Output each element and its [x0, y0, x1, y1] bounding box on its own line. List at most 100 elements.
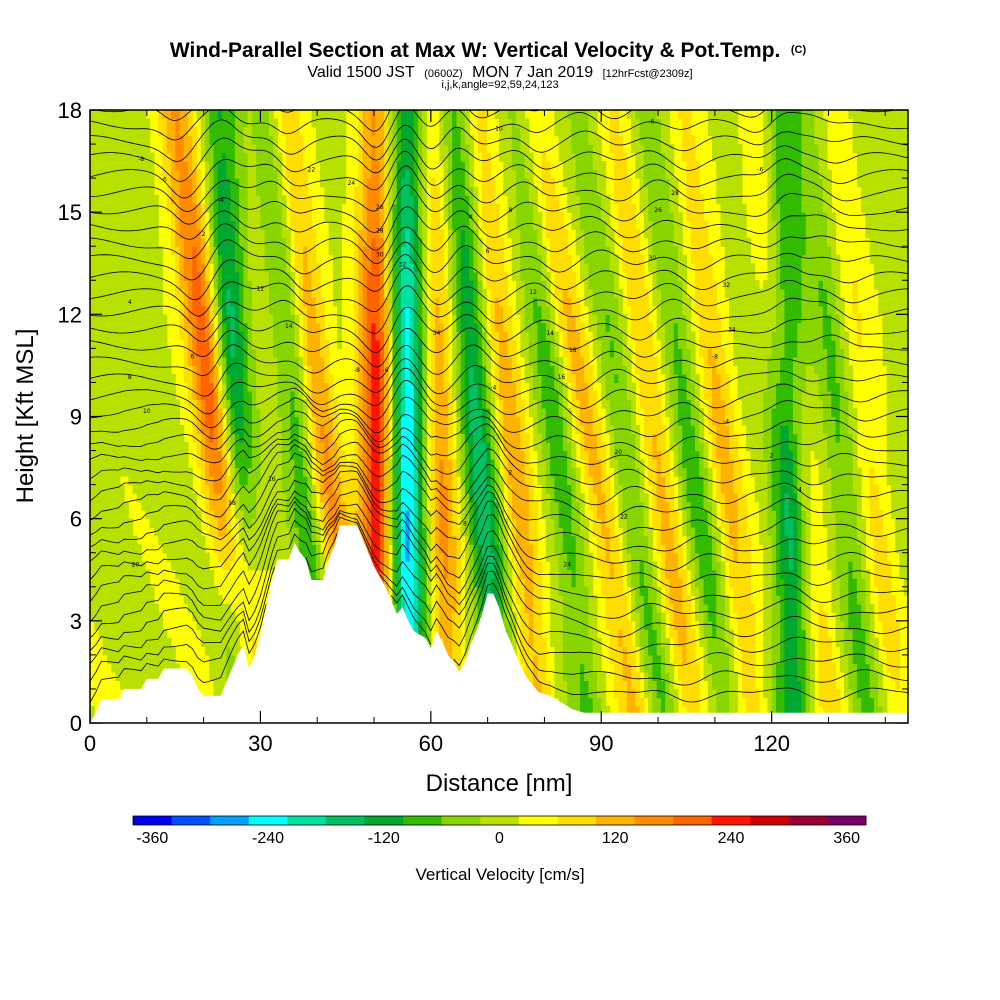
velocity-cell	[422, 254, 428, 264]
velocity-cell	[187, 527, 193, 537]
velocity-cell	[107, 578, 112, 588]
velocity-cell	[192, 246, 198, 256]
velocity-cell	[392, 399, 398, 409]
velocity-cell	[328, 195, 334, 205]
velocity-cell	[388, 297, 394, 307]
velocity-cell	[396, 552, 402, 562]
velocity-cell	[324, 476, 330, 486]
velocity-cell	[145, 365, 151, 375]
velocity-cell	[209, 578, 215, 588]
velocity-cell	[294, 203, 300, 213]
velocity-cell	[324, 450, 330, 460]
velocity-cell	[264, 186, 270, 196]
velocity-cell	[222, 322, 227, 332]
velocity-cell	[435, 578, 440, 588]
velocity-cell	[115, 220, 121, 230]
velocity-cell	[418, 263, 423, 273]
velocity-cell	[162, 144, 168, 154]
velocity-cell	[405, 484, 411, 494]
velocity-cell	[358, 399, 364, 409]
velocity-cell	[443, 586, 449, 596]
velocity-cell	[90, 169, 95, 179]
velocity-cell	[345, 467, 351, 477]
velocity-cell	[90, 229, 95, 239]
velocity-cell	[298, 459, 304, 469]
velocity-cell	[379, 476, 385, 486]
velocity-cell	[115, 433, 121, 443]
velocity-cell	[119, 433, 125, 443]
velocity-cell	[315, 459, 321, 469]
velocity-cell	[115, 450, 121, 460]
velocity-cell	[418, 297, 423, 307]
velocity-cell	[422, 271, 428, 281]
velocity-cell	[213, 459, 219, 469]
velocity-cell	[349, 476, 355, 486]
velocity-cell	[409, 416, 415, 426]
velocity-cell	[251, 263, 257, 273]
velocity-cell	[90, 399, 95, 409]
velocity-cell	[205, 195, 210, 205]
velocity-cell	[226, 271, 232, 281]
velocity-cell	[222, 178, 227, 188]
velocity-cell	[281, 246, 287, 256]
velocity-cell	[277, 186, 283, 196]
velocity-cell	[443, 637, 449, 647]
velocity-cell	[260, 416, 266, 426]
velocity-cell	[145, 399, 151, 409]
velocity-cell	[247, 510, 253, 520]
velocity-cell	[375, 271, 381, 281]
velocity-cell	[260, 254, 266, 264]
velocity-cell	[149, 595, 155, 605]
velocity-cell	[418, 552, 423, 562]
velocity-cell	[111, 382, 117, 392]
velocity-cell	[303, 263, 308, 273]
velocity-cell	[324, 195, 330, 205]
velocity-cell	[239, 314, 244, 324]
velocity-cell	[222, 152, 227, 162]
velocity-cell	[298, 493, 304, 503]
velocity-cell	[132, 586, 138, 596]
velocity-cell	[401, 186, 406, 196]
velocity-cell	[315, 118, 321, 128]
velocity-cell	[247, 271, 253, 281]
velocity-cell	[243, 373, 249, 384]
velocity-cell	[354, 263, 360, 273]
velocity-cell	[175, 254, 181, 264]
velocity-cell	[247, 144, 253, 154]
velocity-cell	[311, 510, 317, 520]
velocity-cell	[141, 152, 146, 162]
velocity-cell	[226, 110, 232, 120]
velocity-cell	[294, 331, 300, 341]
velocity-cell	[281, 552, 287, 562]
velocity-cell	[273, 118, 279, 128]
velocity-cell	[298, 195, 304, 205]
velocity-cell	[209, 459, 215, 469]
velocity-cell	[260, 144, 266, 154]
velocity-cell	[205, 144, 210, 154]
velocity-cell	[234, 161, 240, 171]
velocity-cell	[124, 586, 129, 596]
velocity-cell	[256, 527, 262, 537]
velocity-cell	[234, 382, 240, 392]
velocity-cell	[170, 390, 176, 401]
velocity-cell	[119, 373, 125, 384]
velocity-cell	[94, 331, 100, 341]
velocity-cell	[332, 263, 338, 273]
velocity-cell	[196, 442, 202, 452]
velocity-cell	[320, 518, 325, 528]
velocity-cell	[200, 288, 206, 298]
velocity-cell	[107, 493, 112, 503]
velocity-cell	[90, 416, 95, 426]
velocity-cell	[281, 348, 287, 358]
velocity-cell	[430, 373, 436, 384]
velocity-cell	[324, 110, 330, 120]
velocity-cell	[371, 339, 377, 349]
velocity-cell	[285, 390, 291, 401]
velocity-cell	[260, 220, 266, 230]
velocity-cell	[98, 484, 104, 494]
velocity-cell	[392, 603, 398, 613]
velocity-cell	[320, 561, 325, 571]
velocity-cell	[107, 501, 112, 511]
velocity-cell	[435, 535, 440, 545]
